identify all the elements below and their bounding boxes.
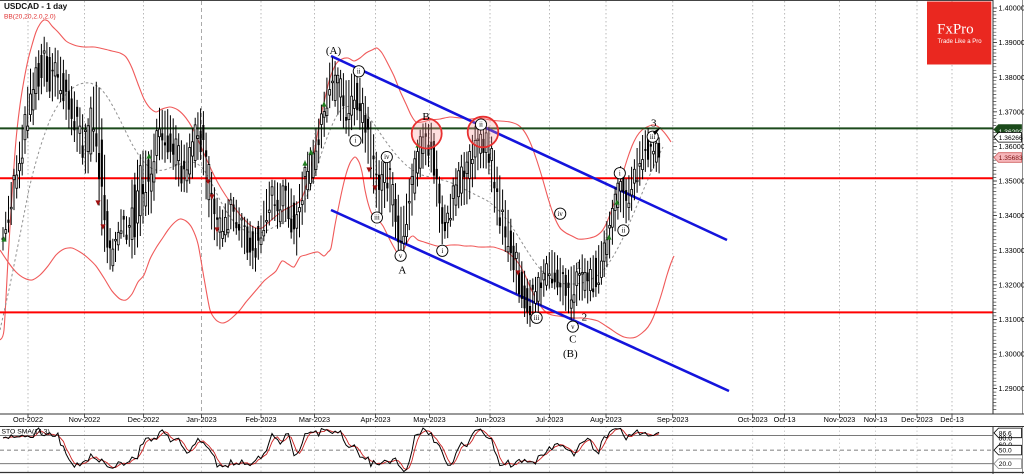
svg-text:Sep-2023: Sep-2023 xyxy=(657,415,689,424)
svg-text:USDCAD - 1 day: USDCAD - 1 day xyxy=(4,2,68,11)
svg-text:C: C xyxy=(569,334,576,346)
svg-text:Oct-2022: Oct-2022 xyxy=(13,415,43,424)
svg-text:1.37000: 1.37000 xyxy=(999,107,1024,116)
svg-text:v: v xyxy=(399,253,403,260)
svg-text:iii: iii xyxy=(374,215,380,222)
svg-text:Jan-2023: Jan-2023 xyxy=(186,415,216,424)
svg-text:80.0: 80.0 xyxy=(999,436,1013,443)
svg-text:Jun-2023: Jun-2023 xyxy=(475,415,505,424)
svg-text:Dec-2022: Dec-2022 xyxy=(128,415,160,424)
svg-text:1.34000: 1.34000 xyxy=(999,211,1024,220)
svg-text:v: v xyxy=(571,324,575,331)
svg-text:ii: ii xyxy=(357,69,361,76)
svg-text:STO SMA(14,3): STO SMA(14,3) xyxy=(2,429,50,436)
svg-text:1.33000: 1.33000 xyxy=(999,246,1024,255)
svg-text:i: i xyxy=(441,248,443,255)
svg-text:1.31000: 1.31000 xyxy=(999,315,1024,324)
svg-text:20.0: 20.0 xyxy=(999,461,1012,468)
svg-text:Dec-2023: Dec-2023 xyxy=(901,415,933,424)
svg-text:1.35000: 1.35000 xyxy=(999,177,1024,186)
svg-text:2: 2 xyxy=(582,312,588,324)
svg-text:1.29000: 1.29000 xyxy=(999,384,1024,393)
svg-text:Oct-13: Oct-13 xyxy=(774,415,796,424)
svg-text:1.35683: 1.35683 xyxy=(999,155,1023,162)
svg-text:Jul-2023: Jul-2023 xyxy=(536,415,564,424)
svg-text:1.30000: 1.30000 xyxy=(999,350,1024,359)
svg-text:1: 1 xyxy=(576,259,582,271)
svg-text:iii: iii xyxy=(650,134,656,141)
svg-text:1.40000: 1.40000 xyxy=(999,4,1024,13)
svg-text:iii: iii xyxy=(534,315,540,322)
svg-text:i: i xyxy=(355,138,357,145)
svg-text:May-2023: May-2023 xyxy=(413,415,445,424)
svg-text:Aug-2023: Aug-2023 xyxy=(590,415,622,424)
svg-text:50.0: 50.0 xyxy=(999,448,1012,455)
svg-text:(A): (A) xyxy=(326,45,342,57)
svg-text:1.39000: 1.39000 xyxy=(999,38,1024,47)
svg-text:Nov-13: Nov-13 xyxy=(864,415,888,424)
svg-text:BB(20,20,2.0,2.0): BB(20,20,2.0,2.0) xyxy=(4,14,56,21)
svg-text:(B): (B) xyxy=(563,348,578,360)
svg-text:Trade Like a Pro: Trade Like a Pro xyxy=(938,39,983,45)
svg-text:1.36000: 1.36000 xyxy=(999,142,1024,151)
svg-text:86.6: 86.6 xyxy=(999,430,1012,437)
svg-text:1.32000: 1.32000 xyxy=(999,280,1024,289)
svg-text:Apr-2023: Apr-2023 xyxy=(360,415,390,424)
svg-text:Feb-2023: Feb-2023 xyxy=(245,415,276,424)
svg-text:1.38000: 1.38000 xyxy=(999,73,1024,82)
svg-text:Oct-2023: Oct-2023 xyxy=(738,415,768,424)
svg-text:i: i xyxy=(619,170,621,177)
svg-text:Dec-13: Dec-13 xyxy=(940,415,964,424)
svg-text:B: B xyxy=(422,111,429,123)
svg-text:ii: ii xyxy=(622,228,626,235)
svg-text:iv: iv xyxy=(558,211,564,218)
svg-text:3: 3 xyxy=(651,118,657,130)
svg-text:ii: ii xyxy=(479,122,483,129)
svg-text:A: A xyxy=(398,265,406,277)
svg-text:iv: iv xyxy=(384,154,390,161)
svg-text:Nov-2022: Nov-2022 xyxy=(69,415,101,424)
svg-text:Mar-2023: Mar-2023 xyxy=(299,415,330,424)
svg-text:FxPro: FxPro xyxy=(937,22,974,38)
svg-text:Nov-2023: Nov-2023 xyxy=(824,415,856,424)
svg-text:1.36266: 1.36266 xyxy=(999,135,1023,142)
